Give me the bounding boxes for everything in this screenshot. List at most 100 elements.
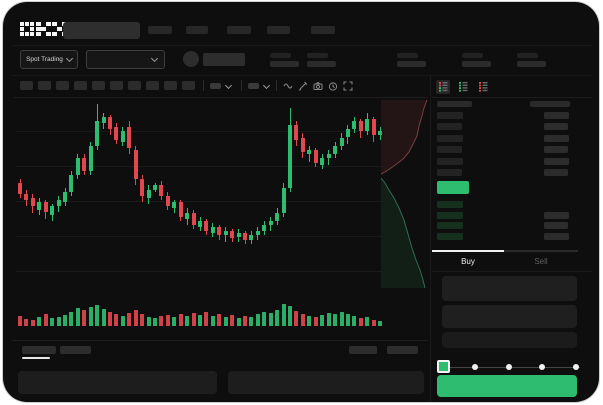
chevron-down-icon [262,81,271,89]
ask-row-price[interactable] [437,123,462,131]
indicator-wave-icon[interactable] [282,80,294,92]
bid-row-amount[interactable] [544,233,569,241]
stat-value-2 [307,61,336,67]
candle-body [191,212,196,225]
candle-body [43,202,48,213]
ask-row-amount[interactable] [544,123,568,131]
volume-bar [24,319,29,326]
candle-body [275,212,280,221]
volume-bar [185,316,190,326]
bottom-panel-right [228,371,424,394]
orderbook-last-price[interactable] [437,181,469,194]
candle-body [69,175,74,192]
interval-button-5[interactable] [92,81,105,90]
volume-bar [313,317,318,326]
logo-pixel [20,22,25,27]
volume-bar [358,318,363,326]
candle-body [63,191,67,203]
interval-button-9[interactable] [164,81,177,90]
volume-bar [371,320,376,326]
bid-row-price[interactable] [437,233,463,241]
slider-stop-dot[interactable] [539,364,545,370]
volume-bar [101,309,106,326]
nav-item-3[interactable] [227,26,251,34]
candle-body [133,150,138,180]
interval-button-10[interactable] [182,81,195,90]
slider-handle[interactable] [437,360,450,373]
price-input[interactable] [442,276,577,301]
interval-button-6[interactable] [110,81,123,90]
nav-item-1[interactable] [148,26,172,34]
candlestick-plot[interactable] [16,100,383,260]
ask-row-amount[interactable] [544,112,569,119]
bottom-tab-orders[interactable] [22,346,56,354]
amount-input[interactable] [442,305,577,328]
nav-item-2[interactable] [186,26,208,34]
slider-stop-dot[interactable] [572,364,579,370]
candle-body [82,158,87,171]
book-combined-icon[interactable] [436,80,450,94]
bid-row-amount[interactable] [544,222,568,230]
bottom-link-1[interactable] [349,346,377,354]
search-input[interactable] [63,22,140,39]
slider-stop-dot[interactable] [505,364,512,370]
bid-row-price[interactable] [437,222,463,230]
candle-body [159,185,164,196]
logo-pixel [30,32,35,37]
total-input[interactable] [442,332,577,348]
candle-body [352,120,357,130]
bottom-tab-history[interactable] [60,346,91,354]
ask-row-amount[interactable] [544,169,568,176]
volume-bar [146,317,151,326]
logo-pixel [41,27,46,32]
draw-icon[interactable] [297,80,309,92]
volume-bar [281,304,286,326]
app-window: Spot Trading Buy [3,2,599,402]
interval-button-2[interactable] [38,81,51,90]
ask-row-amount[interactable] [544,157,569,165]
camera-icon[interactable] [312,80,324,92]
volume-bar [307,316,312,326]
book-asks-icon[interactable] [476,80,490,94]
nav-item-5[interactable] [311,26,335,34]
chart-type-dropdown[interactable] [210,81,236,91]
candle-body [345,129,350,138]
volume-bar [249,317,254,326]
tab-sell-label: Sell [534,257,548,266]
interval-button-7[interactable] [128,81,141,90]
ask-row-amount[interactable] [544,146,568,154]
volume-bar [236,318,241,326]
buy-submit-button[interactable] [437,375,577,397]
ask-row-price[interactable] [437,157,463,165]
market-type-selector[interactable]: Spot Trading [20,50,78,69]
tab-buy[interactable]: Buy [432,250,504,271]
bid-row-price[interactable] [437,211,463,219]
volume-bar [140,314,145,326]
indicator-dropdown[interactable] [248,81,274,91]
bottom-link-2[interactable] [387,346,418,354]
depth-bid-line [381,177,426,288]
depth-chart[interactable] [381,100,428,288]
fullscreen-icon[interactable] [342,80,354,92]
interval-button-1[interactable] [20,81,33,90]
bid-row-amount[interactable] [544,211,569,219]
slider-stop-dot[interactable] [472,364,478,370]
ask-row-amount[interactable] [544,134,569,142]
volume-bar [18,316,22,326]
ask-row-price[interactable] [437,112,463,119]
amount-slider[interactable] [437,360,580,374]
interval-button-8[interactable] [146,81,159,90]
tab-sell[interactable]: Sell [504,250,578,271]
candle-body [339,137,344,146]
timer-icon[interactable] [327,80,339,92]
nav-item-4[interactable] [267,26,290,34]
ask-row-price[interactable] [437,169,462,176]
pair-dropdown[interactable] [86,50,165,69]
interval-button-4[interactable] [74,81,87,90]
bid-row-price[interactable] [437,201,463,208]
ask-row-price[interactable] [437,134,463,142]
ask-row-price[interactable] [437,146,462,154]
interval-button-3[interactable] [56,81,69,90]
candle-body [127,127,132,148]
book-bids-icon[interactable] [456,80,470,94]
